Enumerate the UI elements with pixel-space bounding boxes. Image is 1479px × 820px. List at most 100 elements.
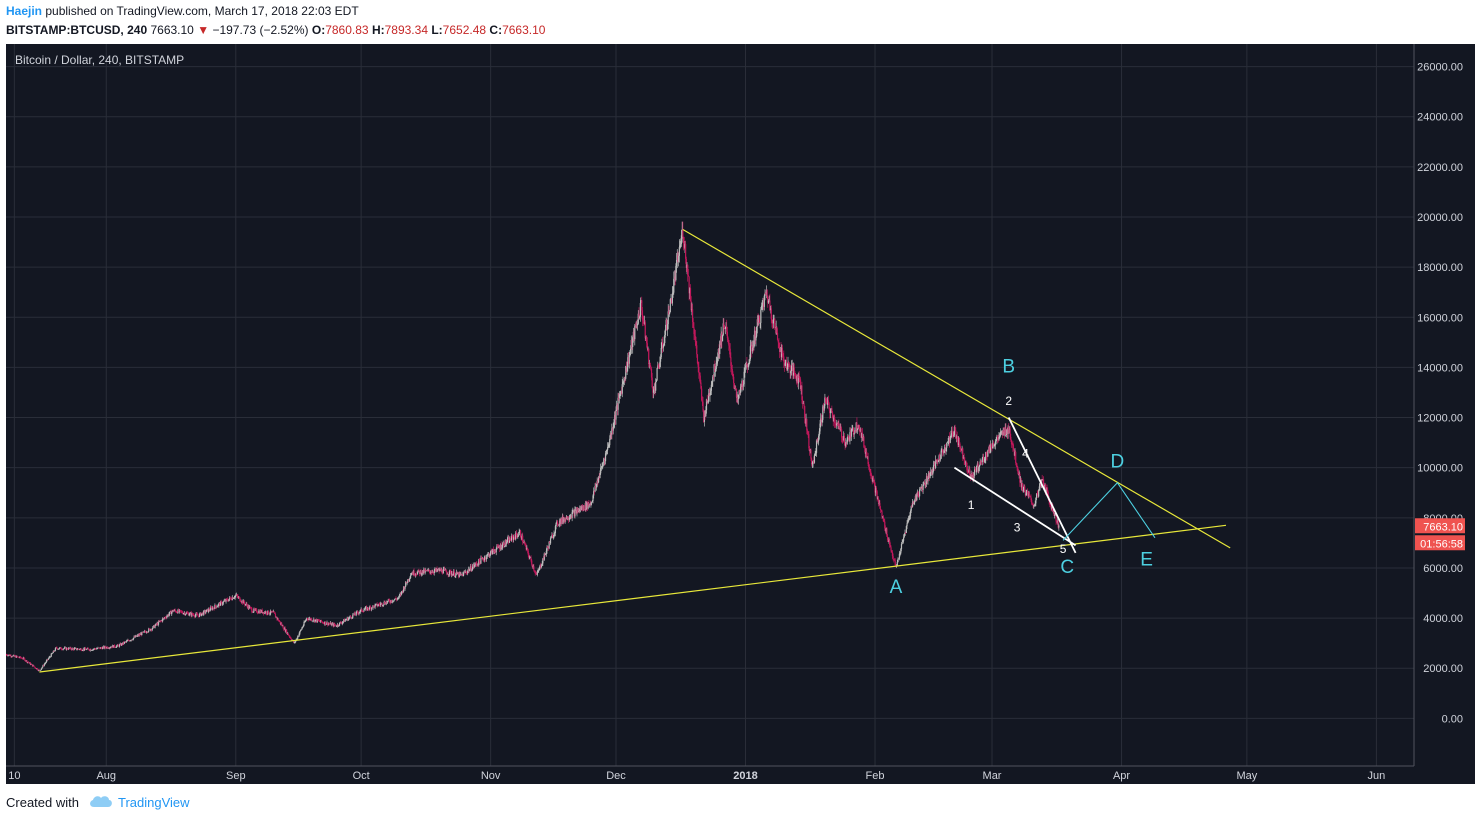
candle-body (933, 462, 935, 466)
candle-body (653, 387, 655, 390)
price-chart[interactable]: 26000.0024000.0022000.0020000.0018000.00… (6, 44, 1475, 784)
candle-body (878, 503, 880, 504)
candle-body (623, 381, 625, 383)
candle-body (203, 610, 205, 615)
candle-body (539, 565, 541, 568)
candle-body (419, 570, 421, 574)
close-label: C: (489, 23, 503, 37)
candle-body (283, 628, 285, 630)
candle-body (867, 456, 869, 465)
candle-body (296, 638, 298, 640)
candle-body (98, 647, 100, 649)
candle-body (739, 390, 741, 393)
candle-body (187, 612, 189, 614)
x-tick-label: Oct (353, 770, 370, 782)
candle-body (758, 316, 760, 323)
candle-body (651, 377, 653, 388)
candle-body (575, 509, 577, 514)
candle-body (767, 300, 770, 303)
candle-body (209, 610, 211, 612)
candle-body (1052, 510, 1054, 512)
candle-body (74, 647, 76, 649)
candle-body (1035, 498, 1037, 504)
candle-body (192, 614, 194, 616)
candle-body (401, 590, 403, 592)
candle-body (902, 537, 905, 541)
candle-body (156, 623, 158, 625)
candle-body (687, 275, 690, 277)
candle-body (601, 466, 603, 468)
tradingview-cloud-icon[interactable] (88, 794, 114, 808)
candle-body (263, 612, 265, 614)
candle-body (886, 528, 888, 537)
candle-body (616, 405, 618, 411)
tradingview-brand[interactable]: TradingView (118, 795, 190, 810)
candle-body (260, 610, 262, 613)
candle-body (341, 623, 343, 624)
candle-body (955, 430, 957, 439)
candle-body (687, 264, 689, 276)
candle-body (197, 615, 199, 617)
candle-body (598, 476, 600, 479)
candle-body (873, 479, 875, 484)
candle-body (303, 621, 305, 626)
candle-body (1056, 521, 1059, 523)
candle-body (852, 428, 854, 429)
candle-body (609, 433, 612, 439)
candle-body (1006, 431, 1008, 434)
chart-panel[interactable]: 26000.00 24000.00 22000.00 20000.00 18000.00… (6, 44, 1475, 784)
candle-body (711, 381, 713, 385)
candle-body (1027, 492, 1029, 495)
candle-body (693, 327, 695, 335)
candle-body (40, 669, 42, 671)
candle-body (705, 410, 707, 417)
candle-body (405, 581, 407, 587)
author-name[interactable]: Haejin (6, 4, 43, 18)
candle-body (593, 490, 595, 496)
candle-body (795, 378, 797, 381)
candle-body (644, 322, 646, 339)
candle-body (600, 467, 602, 474)
candle-body (38, 669, 41, 671)
candle-body (549, 541, 551, 544)
candle-body (435, 568, 437, 571)
candle-body (947, 441, 949, 442)
candle-body (992, 442, 995, 447)
candle-body (73, 648, 75, 650)
candle-body (155, 623, 158, 625)
candle-body (572, 511, 574, 513)
candle-body (747, 364, 749, 368)
candle-body (666, 320, 668, 330)
candle-body (978, 464, 981, 468)
candle-body (698, 366, 700, 373)
y-tick-label: 12000.00 (1417, 413, 1463, 425)
candle-body (720, 333, 722, 346)
candle-body (368, 608, 370, 610)
candle-body (460, 573, 463, 575)
candle-body (859, 428, 861, 432)
candle-body (941, 449, 943, 451)
candle-body (847, 435, 850, 438)
candle-body (431, 571, 433, 573)
candle-body (779, 347, 781, 352)
candle-body (79, 648, 82, 650)
candle-body (380, 603, 382, 605)
candle-body (696, 354, 699, 364)
low-value: 7652.48 (442, 23, 487, 37)
candle-body (804, 406, 806, 419)
candle-body (111, 645, 114, 648)
candle-body (271, 611, 273, 613)
candle-body (215, 606, 217, 608)
candle-body (599, 473, 601, 479)
candle-body (854, 430, 856, 434)
candle-body (552, 536, 554, 539)
candle-body (331, 623, 334, 625)
candle-body (592, 495, 594, 501)
candle-body (1010, 440, 1013, 445)
candle-body (1026, 491, 1028, 494)
candle-body (584, 509, 586, 511)
last-price: 7663.10 (150, 23, 194, 37)
candle-body (1039, 483, 1041, 487)
candle-body (591, 500, 593, 503)
candle-body (701, 400, 703, 402)
